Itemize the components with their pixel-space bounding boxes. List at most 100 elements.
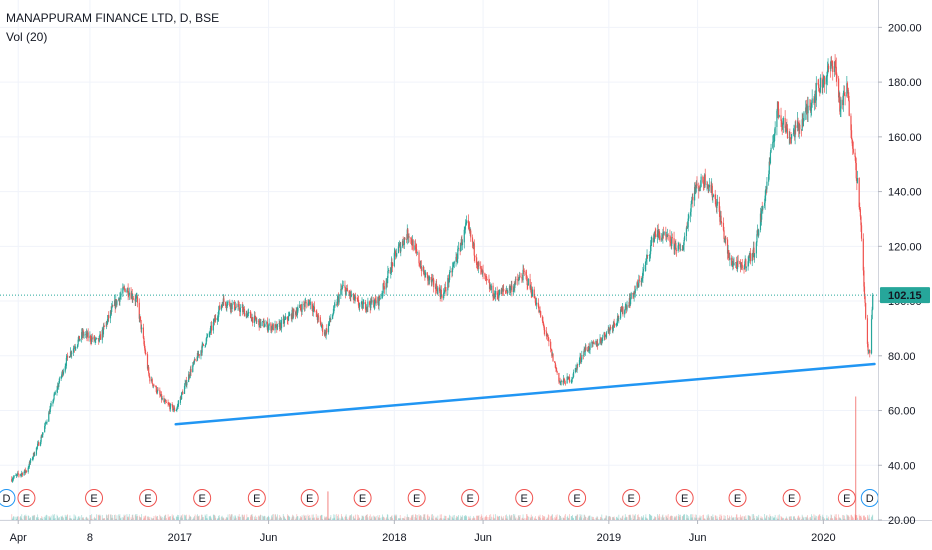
earnings-badge[interactable] bbox=[837, 489, 856, 507]
volume-bar bbox=[432, 514, 433, 520]
volume-bar bbox=[365, 516, 366, 520]
volume-bar bbox=[489, 518, 491, 520]
candle-body bbox=[441, 295, 443, 299]
volume-bar bbox=[340, 518, 342, 520]
candle-body bbox=[669, 235, 671, 243]
candle-body bbox=[209, 328, 211, 334]
candle-body bbox=[480, 265, 482, 269]
volume-bar bbox=[204, 514, 206, 520]
volume-bar bbox=[33, 514, 35, 520]
candle-body bbox=[869, 349, 871, 354]
volume-bar bbox=[112, 517, 114, 520]
earnings-badge[interactable] bbox=[407, 489, 426, 507]
earnings-badge[interactable] bbox=[515, 489, 534, 507]
candle-body bbox=[600, 338, 602, 341]
volume-bar bbox=[700, 517, 701, 520]
candle-body bbox=[484, 273, 486, 276]
volume-bar bbox=[657, 515, 659, 520]
dividend-badge[interactable] bbox=[0, 489, 16, 507]
earnings-badge[interactable] bbox=[782, 489, 801, 507]
volume-bar bbox=[189, 516, 191, 520]
volume-indicator-label[interactable]: Vol (20) bbox=[6, 30, 48, 44]
volume-bar bbox=[19, 517, 21, 520]
candle-body bbox=[786, 124, 788, 129]
volume-bar bbox=[530, 514, 532, 520]
volume-bar bbox=[851, 514, 852, 520]
volume-bar bbox=[640, 517, 642, 520]
earnings-badge[interactable] bbox=[675, 489, 694, 507]
volume-bar bbox=[526, 514, 528, 520]
volume-bar bbox=[247, 517, 248, 520]
volume-bar bbox=[708, 515, 710, 520]
candle-body bbox=[297, 307, 299, 312]
volume-bar bbox=[531, 516, 533, 520]
volume-bar bbox=[284, 516, 285, 520]
volume-bar bbox=[544, 516, 546, 520]
candle-body bbox=[772, 141, 774, 148]
earnings-badge[interactable] bbox=[85, 489, 104, 507]
volume-bar bbox=[234, 518, 235, 520]
earnings-badge-label: E bbox=[628, 493, 635, 505]
volume-bar bbox=[749, 515, 751, 520]
earnings-badge[interactable] bbox=[139, 489, 158, 507]
volume-bar bbox=[278, 518, 280, 520]
candle-body bbox=[69, 356, 71, 358]
volume-bar bbox=[868, 518, 869, 520]
volume-bar bbox=[309, 517, 311, 520]
candle-body bbox=[89, 335, 92, 341]
candle-body bbox=[332, 312, 334, 315]
volume-bar bbox=[225, 518, 227, 520]
volume-bar bbox=[349, 515, 351, 520]
volume-bar bbox=[573, 518, 574, 520]
earnings-badge[interactable] bbox=[193, 489, 212, 507]
volume-bar bbox=[807, 518, 809, 520]
volume-bar bbox=[637, 514, 639, 520]
trendline[interactable] bbox=[174, 362, 876, 426]
candle-body bbox=[852, 143, 854, 149]
volume-bar bbox=[62, 516, 64, 520]
volume-bar bbox=[867, 514, 868, 520]
candle-body bbox=[550, 341, 552, 350]
candle-body bbox=[758, 230, 760, 236]
candle-body bbox=[694, 186, 696, 201]
volume-bar bbox=[181, 515, 182, 520]
earnings-badge[interactable] bbox=[622, 489, 641, 507]
volume-bar bbox=[114, 515, 115, 520]
earnings-badge[interactable] bbox=[461, 489, 480, 507]
earnings-badge[interactable] bbox=[17, 489, 36, 507]
earnings-badge[interactable] bbox=[353, 489, 372, 507]
volume-bar bbox=[386, 514, 388, 520]
volume-bar bbox=[825, 518, 827, 520]
earnings-badge[interactable] bbox=[568, 489, 587, 507]
earnings-badge[interactable] bbox=[247, 489, 266, 507]
volume-bar bbox=[842, 514, 844, 520]
volume-bar bbox=[140, 517, 141, 520]
volume-bar bbox=[761, 517, 763, 520]
earnings-badge[interactable] bbox=[728, 489, 747, 507]
candle-body bbox=[233, 301, 236, 310]
volume-bar bbox=[185, 514, 187, 520]
candle-body bbox=[135, 297, 137, 298]
volume-bar bbox=[552, 514, 553, 520]
volume-bar bbox=[641, 517, 643, 520]
volume-bar bbox=[480, 516, 482, 520]
candle-body bbox=[855, 156, 857, 163]
volume-bar bbox=[653, 518, 655, 520]
candle-body bbox=[482, 270, 484, 274]
candle-body bbox=[731, 264, 733, 266]
candle-body bbox=[554, 361, 556, 363]
volume-bar bbox=[493, 514, 495, 520]
symbol-title[interactable]: MANAPPURAM FINANCE LTD, D, BSE bbox=[6, 11, 220, 25]
volume-bar bbox=[650, 515, 651, 520]
candle-body bbox=[556, 370, 558, 373]
volume-bar bbox=[244, 514, 245, 520]
volume-bar bbox=[564, 515, 566, 520]
candle-body bbox=[163, 400, 166, 403]
candle-body bbox=[514, 279, 516, 284]
volume-bar bbox=[279, 515, 281, 520]
earnings-badge[interactable] bbox=[300, 489, 319, 507]
y-tick-label: 80.00 bbox=[888, 351, 916, 363]
volume-bar bbox=[772, 516, 774, 520]
volume-bar bbox=[363, 516, 365, 520]
